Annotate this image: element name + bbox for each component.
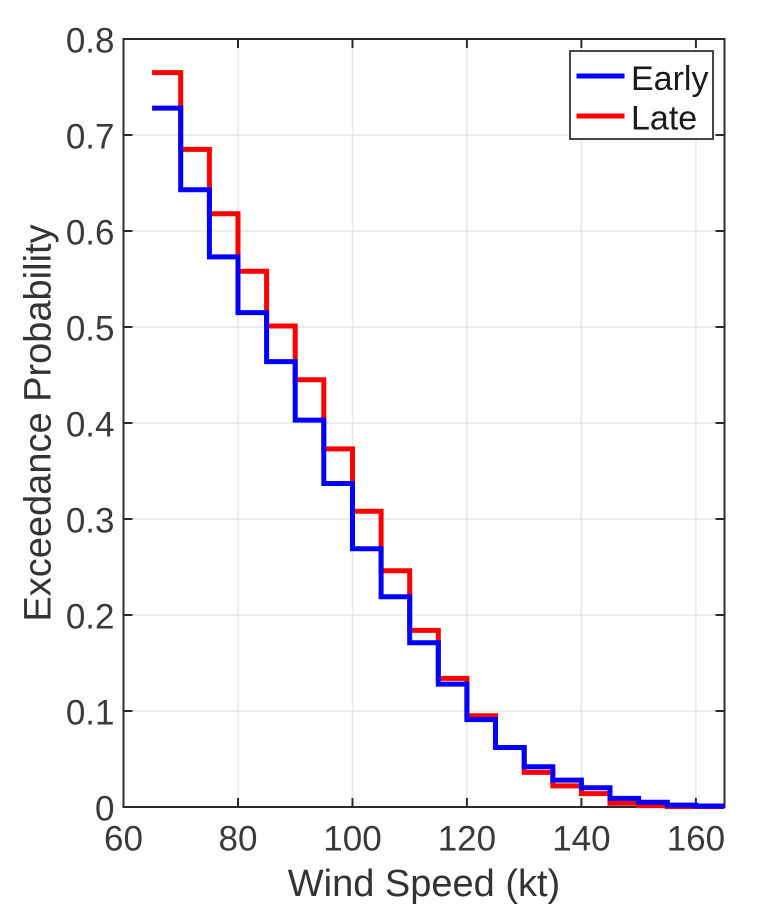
svg-text:Exceedance Probability: Exceedance Probability xyxy=(18,224,60,621)
svg-text:Early: Early xyxy=(631,60,708,98)
svg-text:0.8: 0.8 xyxy=(66,21,115,60)
svg-text:0.2: 0.2 xyxy=(66,597,115,636)
svg-text:Late: Late xyxy=(631,100,697,138)
svg-text:0.5: 0.5 xyxy=(66,309,115,348)
svg-text:0.7: 0.7 xyxy=(66,117,115,156)
svg-text:0: 0 xyxy=(95,789,114,828)
svg-text:0.1: 0.1 xyxy=(66,693,115,732)
svg-text:0.4: 0.4 xyxy=(66,405,115,444)
svg-text:60: 60 xyxy=(104,820,143,859)
svg-text:0.3: 0.3 xyxy=(66,501,115,540)
svg-text:80: 80 xyxy=(219,820,258,859)
svg-text:100: 100 xyxy=(323,820,381,859)
svg-text:160: 160 xyxy=(667,820,725,859)
svg-text:0.6: 0.6 xyxy=(66,213,115,252)
svg-text:Wind Speed (kt): Wind Speed (kt) xyxy=(288,863,560,905)
svg-text:120: 120 xyxy=(438,820,496,859)
svg-text:140: 140 xyxy=(552,820,610,859)
